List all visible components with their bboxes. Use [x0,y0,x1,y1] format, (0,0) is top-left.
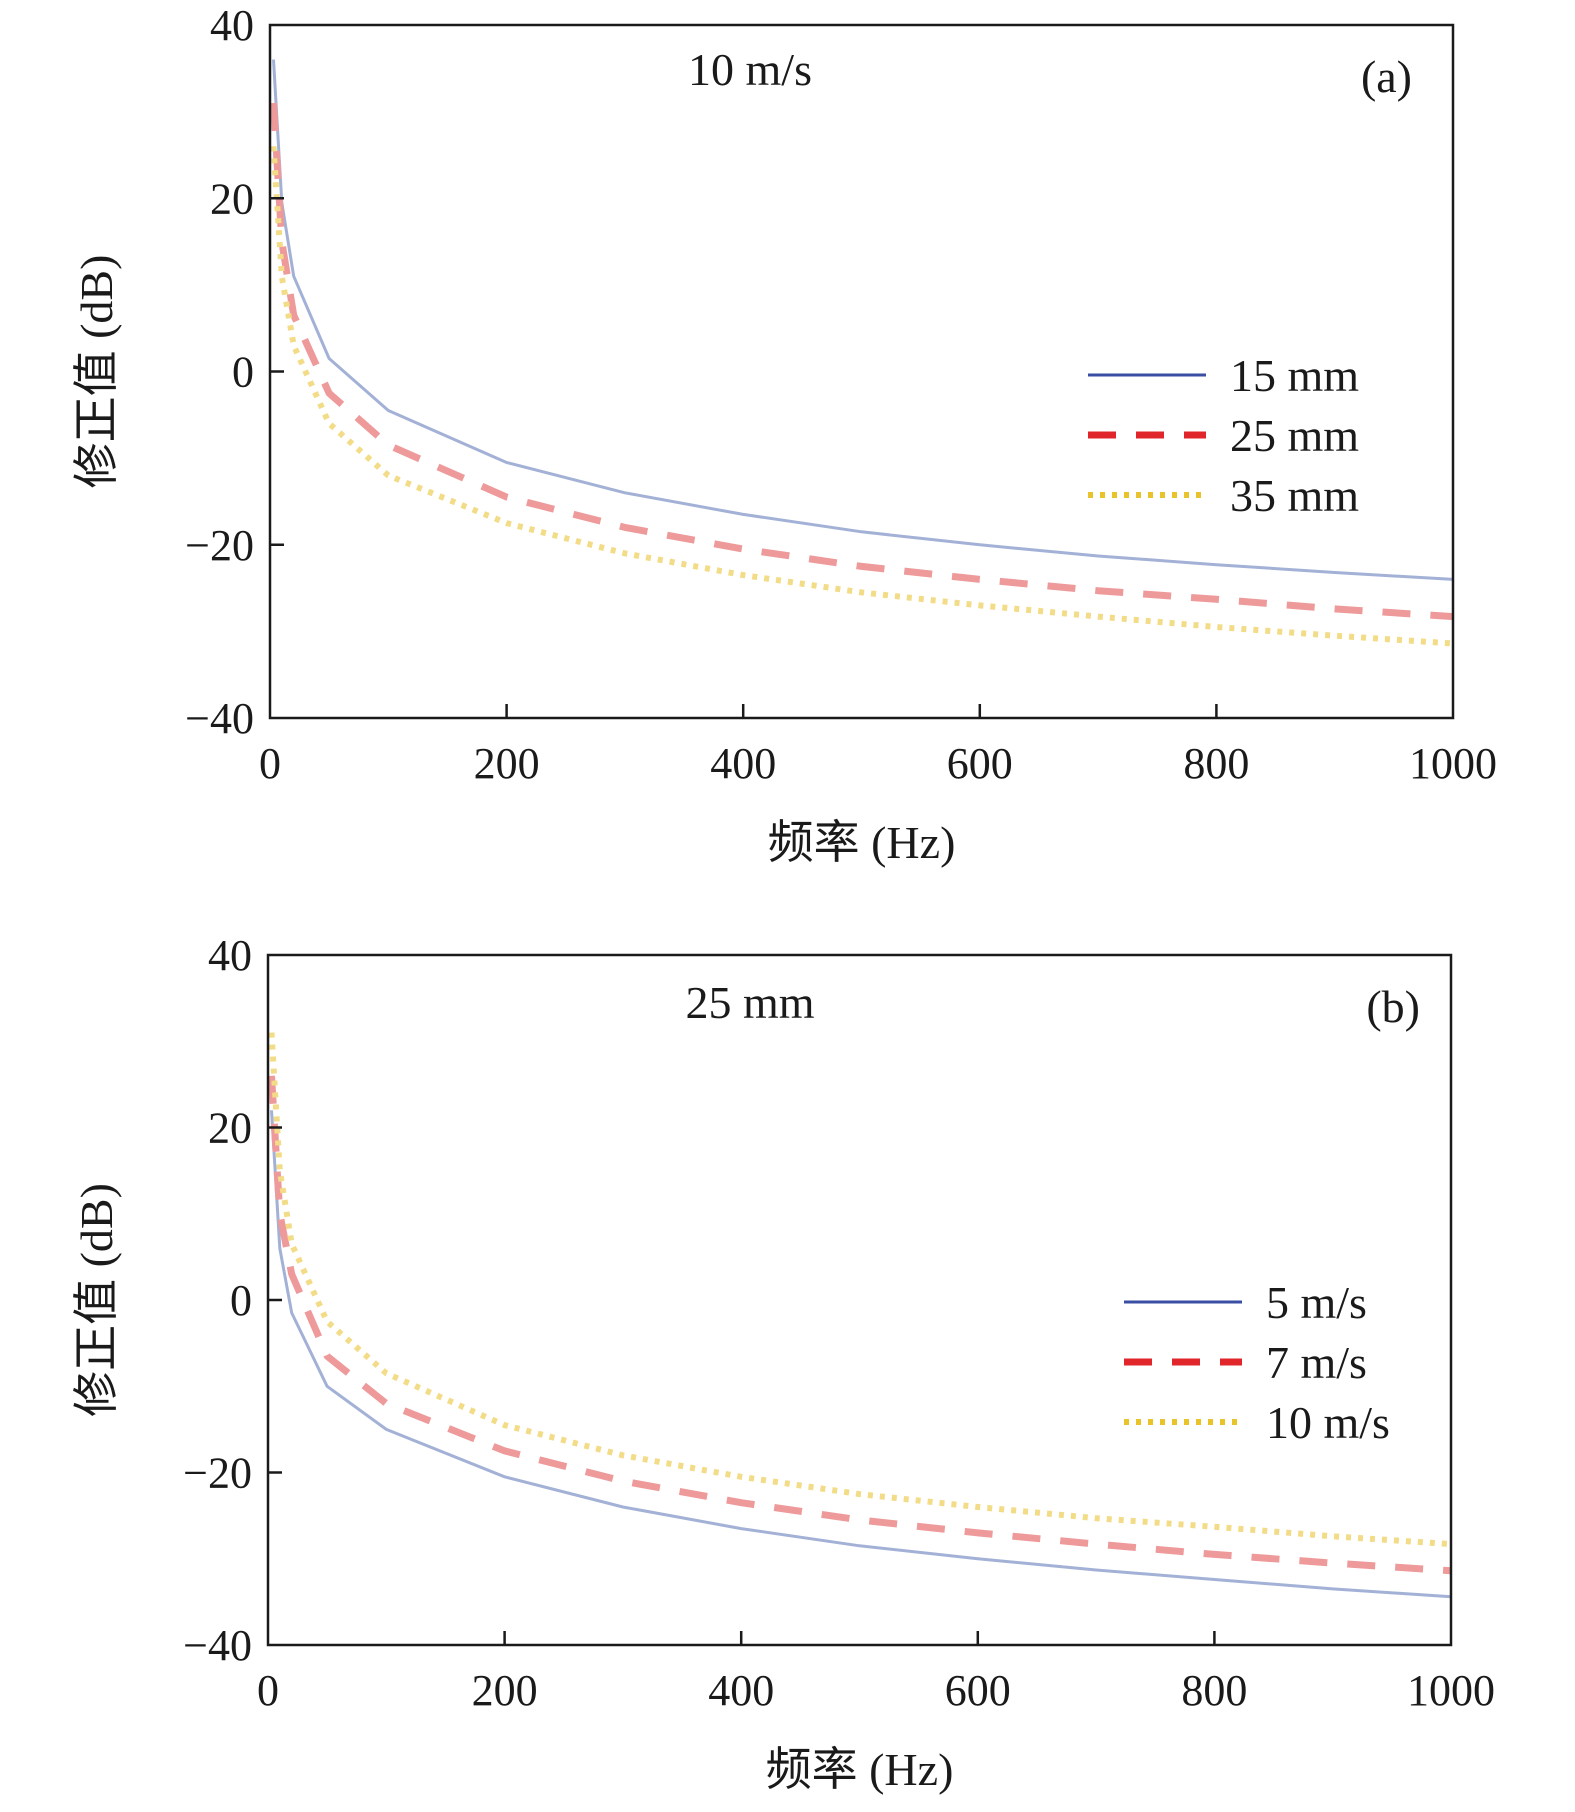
y-tick-label: −40 [185,694,254,743]
y-axis-label: 修正值 (dB) [71,255,122,489]
legend-label: 5 m/s [1266,1277,1367,1328]
legend-label: 10 m/s [1266,1397,1390,1448]
series-line-2 [270,102,1454,621]
x-tick-label: 400 [710,739,776,788]
y-axis-label: 修正值 (dB) [71,1183,122,1417]
y-tick-label: 20 [210,174,254,223]
x-tick-label: 200 [474,739,540,788]
x-axis-label: 频率 (Hz) [768,817,956,868]
y-tick-label: −20 [183,1449,252,1498]
series-line-2 [268,1075,1452,1575]
x-tick-label: 800 [1183,739,1249,788]
series-line-3 [270,146,1454,647]
x-tick-label: 400 [708,1666,774,1715]
x-tick-label: 600 [947,739,1013,788]
condition-annotation: 10 m/s [688,44,812,95]
legend: 5 m/s 7 m/s 10 m/s [1124,1277,1390,1448]
x-tick-label: 1000 [1409,739,1497,788]
panel-label: (b) [1366,981,1420,1032]
y-tick-label: 0 [232,348,254,397]
x-tick-label: 200 [472,1666,538,1715]
x-axis-label: 频率 (Hz) [766,1744,954,1795]
x-tick-label: 0 [259,739,281,788]
x-tick-label: 0 [257,1666,279,1715]
legend-label: 35 mm [1230,470,1359,521]
y-tick-label: −20 [185,521,254,570]
series-line-1 [272,59,1454,581]
x-tick-label: 600 [945,1666,1011,1715]
condition-annotation: 25 mm [685,977,814,1028]
y-tick-label: 40 [208,931,252,980]
y-tick-label: 40 [210,1,254,50]
x-tick-label: 1000 [1407,1666,1495,1715]
series-line-3 [268,1032,1452,1548]
legend: 15 mm 25 mm 35 mm [1088,350,1359,521]
y-tick-label: 20 [208,1104,252,1153]
panel-label: (a) [1361,51,1412,102]
legend-label: 7 m/s [1266,1337,1367,1388]
y-tick-label: −40 [183,1621,252,1670]
legend-label: 15 mm [1230,350,1359,401]
series-line-1 [270,1110,1452,1599]
x-tick-label: 800 [1181,1666,1247,1715]
y-tick-label: 0 [230,1276,252,1325]
legend-label: 25 mm [1230,410,1359,461]
